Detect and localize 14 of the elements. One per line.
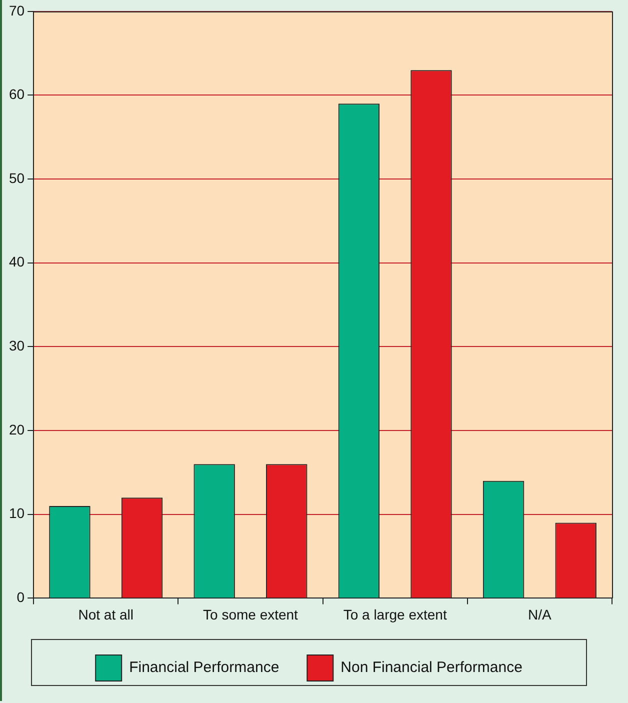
y-tick-label: 40 xyxy=(8,254,25,270)
x-tick-label: Not at all xyxy=(78,606,134,622)
x-tick-label: To a large extent xyxy=(343,606,447,622)
legend-label: Non Financial Performance xyxy=(340,659,522,676)
y-tick-label: 0 xyxy=(16,589,25,606)
y-tick-label: 50 xyxy=(8,170,25,186)
y-tick-label: 20 xyxy=(8,421,25,438)
x-tick-label: To some extent xyxy=(203,606,298,622)
x-tick-label: N/A xyxy=(528,606,552,622)
y-tick-label: 60 xyxy=(8,86,25,102)
legend-label: Financial Performance xyxy=(129,659,280,676)
y-tick-label: 70 xyxy=(8,2,25,18)
y-tick-label: 10 xyxy=(8,505,25,522)
y-tick-label: 30 xyxy=(8,338,25,354)
